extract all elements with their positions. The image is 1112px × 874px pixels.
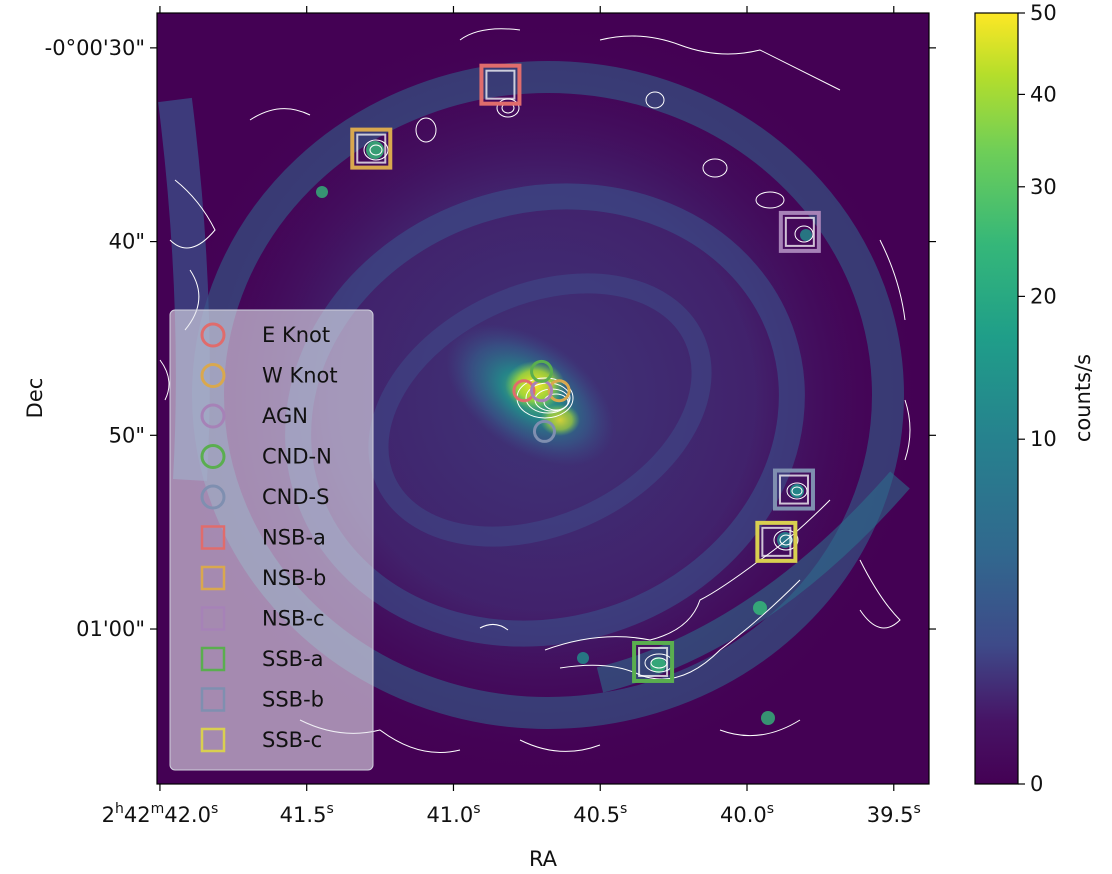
legend-label-agn: AGN (262, 404, 308, 428)
legend-symbol-agn (200, 403, 226, 429)
y-tick-label-2: 50" (109, 423, 145, 447)
legend-symbol-ssb-b (200, 687, 226, 712)
legend-label-nsb-b: NSB-b (262, 566, 326, 590)
marker-inner-10 (761, 526, 792, 557)
colorbar-ticks: 0 10 20 30 40 50 (1018, 1, 1057, 796)
y-axis: -0°00'30" 40" 50" 01'00" (45, 36, 936, 641)
colorbar-tick-label-5: 50 (1030, 1, 1057, 25)
y-axis-label: Dec (23, 378, 47, 419)
colorbar-label: counts/s (1071, 354, 1095, 442)
marker-ssb-c (755, 520, 798, 563)
colorbar-tick-label-3: 30 (1030, 175, 1057, 199)
x-axis-label: RA (529, 847, 558, 871)
legend-symbol-nsb-a (200, 525, 226, 550)
marker-inner-7 (784, 216, 815, 247)
legend-symbol-w-knot (200, 363, 226, 388)
marker-ssb-a (632, 640, 675, 683)
colorbar-gradient (974, 12, 1019, 785)
legend-symbol-ssb-a (200, 646, 226, 672)
colorbar-tick-label-4: 40 (1030, 82, 1057, 106)
marker-cnd-s (532, 419, 556, 443)
marker-inner-8 (638, 646, 669, 677)
marker-inner-9 (778, 474, 809, 505)
legend-label-cnd-s: CND-S (262, 485, 329, 509)
x-tick-label-3: 40.5s (573, 801, 627, 827)
legend-symbol-nsb-b (200, 565, 226, 591)
x-tick-label-1: 41.5s (280, 801, 334, 827)
x-tick-label-5: 39.5s (867, 801, 921, 827)
marker-w-knot (547, 379, 571, 403)
legend-label-nsb-a: NSB-a (262, 526, 326, 550)
legend-symbol-cnd-n (200, 444, 226, 469)
legend-symbol-e-knot (200, 322, 226, 348)
marker-inner-6 (356, 133, 387, 164)
legend-label-e-knot: E Knot (262, 323, 330, 347)
legend: E Knot W Knot AGN CND-N CND-S NSB-a NSB-b NSB-c… (169, 309, 374, 771)
legend-symbol-ssb-c (200, 727, 226, 753)
marker-e-knot (512, 379, 536, 403)
x-tick-label-0: 2h42m42.0s (102, 801, 219, 827)
legend-symbol-cnd-s (200, 484, 226, 510)
plot-frame (156, 12, 930, 785)
colorbar-tick-label-2: 20 (1030, 284, 1057, 308)
colorbar: 0 10 20 30 40 50 counts/s (974, 1, 1095, 796)
marker-inner-5 (485, 69, 516, 100)
legend-symbol-nsb-c (200, 606, 226, 631)
y-tick-label-3: 01'00" (76, 617, 145, 641)
marker-nsb-a (479, 63, 522, 106)
x-tick-label-2: 41.0s (426, 801, 480, 827)
legend-label-nsb-c: NSB-c (262, 607, 325, 631)
legend-label-ssb-c: SSB-c (262, 728, 322, 752)
colorbar-tick-label-0: 0 (1030, 772, 1043, 796)
marker-nsb-c (778, 210, 821, 253)
marker-nsb-b (350, 127, 393, 170)
y-tick-label-1: 40" (109, 230, 145, 254)
contours (159, 28, 911, 753)
marker-layer (350, 63, 821, 683)
marker-ssb-b (772, 468, 815, 511)
legend-label-w-knot: W Knot (262, 364, 338, 388)
x-tick-label-4: 40.0s (720, 801, 774, 827)
y-tick-label-0: -0°00'30" (45, 36, 145, 60)
legend-label-ssb-a: SSB-a (262, 647, 324, 671)
legend-label-cnd-n: CND-N (262, 445, 332, 469)
legend-label-ssb-b: SSB-b (262, 688, 324, 712)
x-axis: 2h42m42.0s 41.5s 41.0s 40.5s 40.0s 39.5s (102, 6, 921, 827)
marker-cnd-n (530, 359, 554, 383)
colorbar-tick-label-1: 10 (1030, 427, 1057, 451)
